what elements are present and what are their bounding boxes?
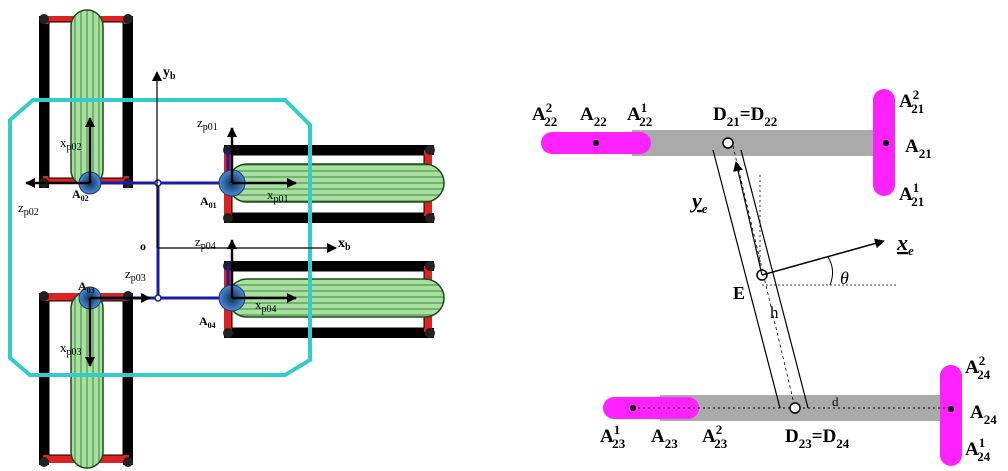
bottom-right-pad <box>940 365 962 465</box>
h-label: h <box>770 303 779 322</box>
a03-label: A03 <box>78 279 95 295</box>
a23-2-label: A2 23 <box>702 422 728 451</box>
a21-label: A21 <box>905 136 932 161</box>
a22-label: A22 <box>580 104 607 129</box>
xp04-label: xp04 <box>255 297 277 315</box>
a04-label: A04 <box>199 314 216 330</box>
a21-1-label: A1 21 <box>899 180 924 209</box>
yb-label: yb <box>163 65 176 82</box>
a22-2-label: A2 22 <box>532 100 557 129</box>
xp01-label: xp01 <box>267 187 289 205</box>
zp04-label: zp04 <box>195 234 216 252</box>
d23-d24-label: D23=D24 <box>785 426 850 451</box>
left-robot-diagram: yb xb o A02 A03 A01 A04 xp02 zp02 zp03 x… <box>8 9 445 469</box>
ye-label: ye <box>689 188 708 216</box>
body-outline <box>8 98 312 377</box>
xb-label: xb <box>338 236 351 253</box>
a21-2-label: A2 21 <box>899 87 924 116</box>
a23-1-label: A1 23 <box>600 422 626 451</box>
xp03-label: xp03 <box>60 340 82 358</box>
a24-label: A24 <box>970 402 997 427</box>
zp02-label: zp02 <box>18 200 39 218</box>
a23-label: A23 <box>651 426 678 451</box>
top-beam <box>632 130 890 156</box>
a02-label: A02 <box>72 187 89 203</box>
frame-arrows <box>25 117 297 367</box>
origin-label: o <box>140 239 146 253</box>
joint-d21 <box>722 137 734 149</box>
e-label: E <box>733 283 745 303</box>
a24-2-label: A2 24 <box>965 353 991 382</box>
a22-1-label: A1 22 <box>627 100 652 129</box>
xe-label: xe <box>896 230 914 258</box>
a24-1-label: A1 24 <box>965 435 991 464</box>
theta-label: θ <box>840 268 849 288</box>
a01-label: A01 <box>200 194 217 210</box>
base-axes <box>152 71 337 253</box>
zp03-label: zp03 <box>125 266 146 284</box>
bottom-left-pad <box>605 397 699 419</box>
leg-04 <box>223 261 445 338</box>
d21-d22-label: D21=D22 <box>713 104 777 129</box>
leg-03 <box>39 291 133 469</box>
zp01-label: zp01 <box>197 115 218 133</box>
xp02-label: xp02 <box>60 135 82 153</box>
right-kinematic-diagram: A2 22 A22 A1 22 D21=D22 A2 21 A21 A1 21 A1 23… <box>532 87 997 466</box>
joint-d23 <box>789 402 801 414</box>
d-label: d <box>832 394 839 409</box>
